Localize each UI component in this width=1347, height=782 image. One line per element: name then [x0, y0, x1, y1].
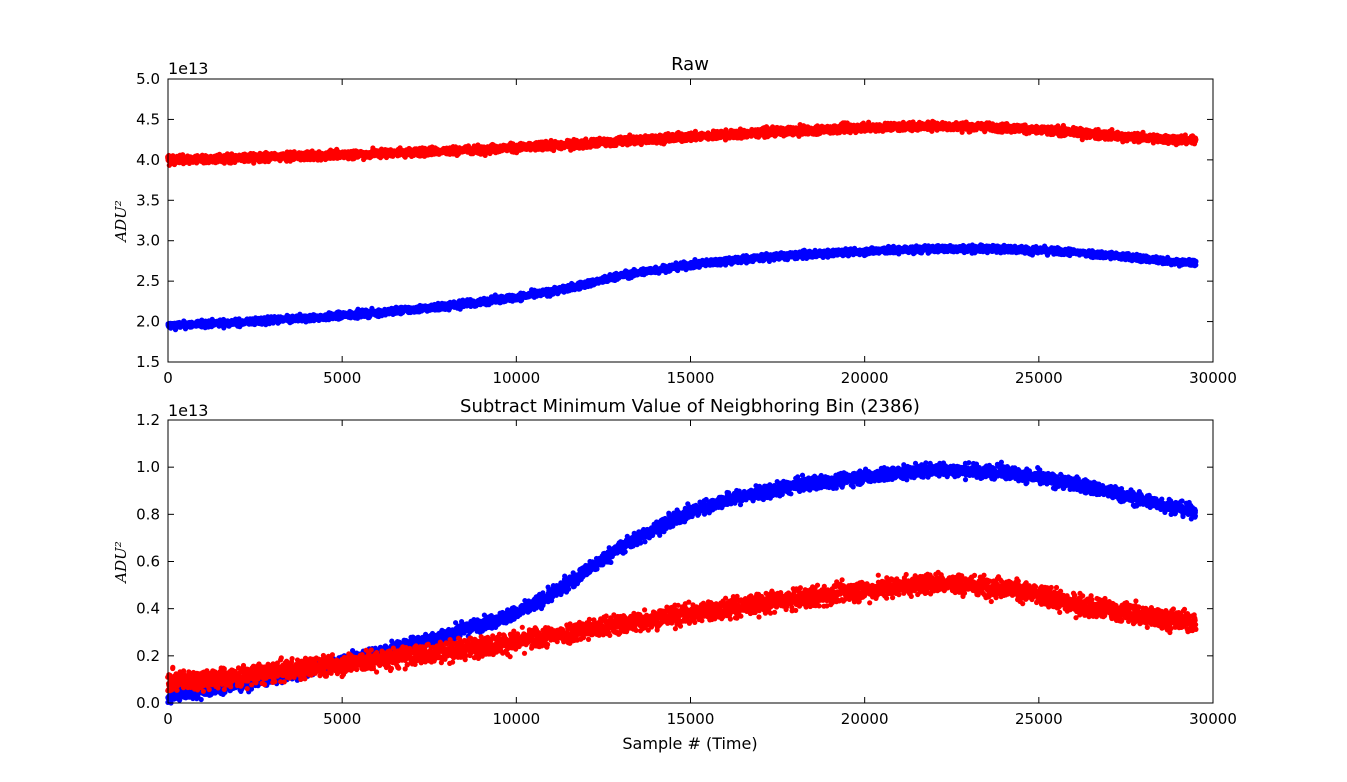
data-point — [1193, 258, 1199, 264]
y-tick-label: 2.5 — [136, 272, 160, 290]
y-tick-label: 4.5 — [136, 110, 160, 128]
series-blue-points — [165, 242, 1199, 333]
raw-offset-label: 1e13 — [168, 59, 208, 78]
x-tick-label: 15000 — [667, 369, 715, 387]
x-tick-label: 5000 — [323, 369, 361, 387]
y-tick-label: 4.0 — [136, 151, 160, 169]
series-red-points — [165, 118, 1199, 168]
raw-ticks: 0 5000 10000 15000 20000 25000 30000 1.5 2.0 2.5 3… — [136, 70, 1237, 387]
raw-y-axis-label: ADU² — [112, 200, 130, 244]
y-tick-label: 5.0 — [136, 70, 160, 88]
raw-data-marks — [165, 118, 1199, 333]
y-tick-label: 1.5 — [136, 353, 160, 371]
y-tick-label: 2.0 — [136, 313, 160, 331]
x-tick-label: 20000 — [841, 369, 889, 387]
raw-chart-panel: Raw 1e13 ADU² 0 5000 10000 15000 20000 25000 3… — [112, 54, 1237, 387]
y-tick-label: 3.5 — [136, 191, 160, 209]
x-tick-label: 10000 — [492, 369, 540, 387]
y-tick-label: 3.0 — [136, 232, 160, 250]
x-tick-label: 0 — [163, 369, 173, 387]
raw-chart-title: Raw — [671, 54, 709, 75]
x-tick-label: 25000 — [1015, 369, 1063, 387]
x-tick-label: 30000 — [1189, 369, 1237, 387]
